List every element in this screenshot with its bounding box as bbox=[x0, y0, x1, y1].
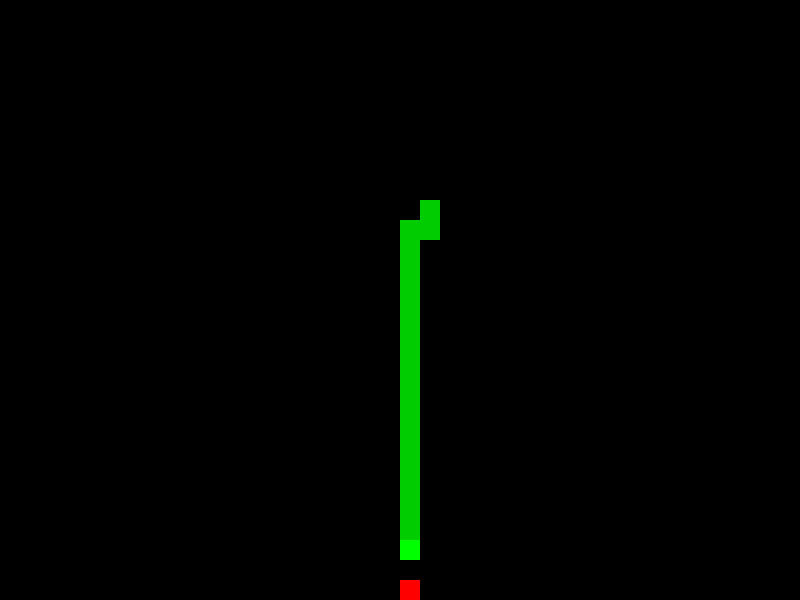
snake-body-segment bbox=[400, 400, 420, 420]
snake-body-segment bbox=[400, 440, 420, 460]
snake-body-segment bbox=[400, 340, 420, 360]
snake-body-segment bbox=[400, 240, 420, 260]
snake-body-segment bbox=[400, 420, 420, 440]
snake-body-segment bbox=[400, 260, 420, 280]
snake-body-segment bbox=[400, 320, 420, 340]
snake-head bbox=[400, 540, 420, 560]
snake-body-segment bbox=[400, 360, 420, 380]
snake-body-segment bbox=[400, 480, 420, 500]
snake-body-segment bbox=[400, 380, 420, 400]
snake-body-segment bbox=[400, 280, 420, 300]
snake-body-segment bbox=[400, 300, 420, 320]
snake-body-segment bbox=[400, 500, 420, 520]
snake-body-segment bbox=[400, 220, 420, 240]
snake-body-segment bbox=[420, 200, 440, 220]
food-pellet bbox=[400, 580, 420, 600]
snake-body-segment bbox=[420, 220, 440, 240]
snake-body-segment bbox=[400, 460, 420, 480]
snake-body-segment bbox=[400, 520, 420, 540]
